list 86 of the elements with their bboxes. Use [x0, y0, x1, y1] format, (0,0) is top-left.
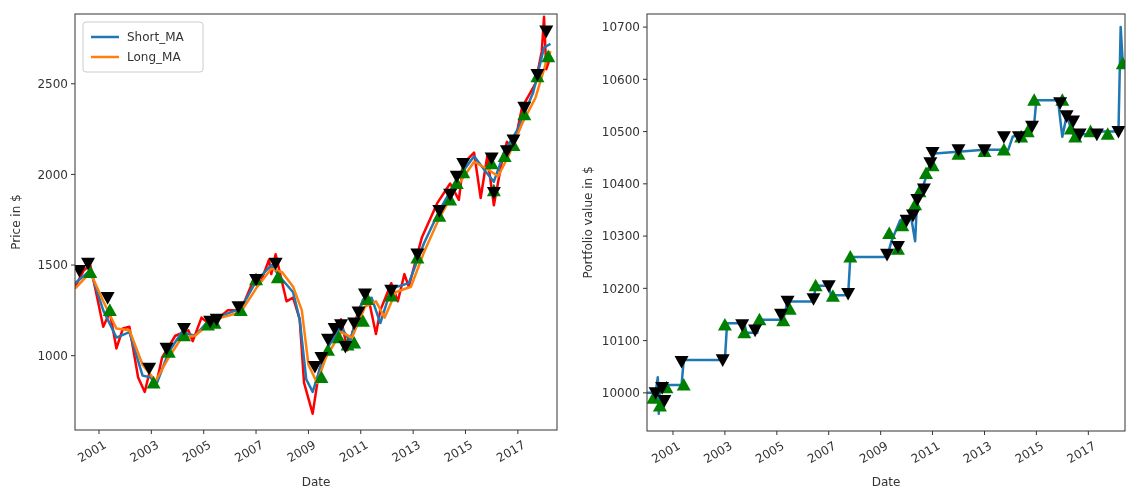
x-axis-title: Date — [871, 475, 901, 488]
point — [916, 183, 931, 197]
point — [735, 319, 750, 332]
point — [910, 193, 925, 207]
point — [517, 101, 532, 115]
point — [674, 355, 689, 369]
point — [1072, 128, 1087, 142]
point — [102, 303, 117, 316]
point — [748, 324, 763, 338]
point — [655, 382, 670, 395]
point — [808, 278, 823, 292]
point — [357, 288, 372, 302]
point — [443, 188, 458, 202]
point — [806, 293, 821, 306]
point — [334, 319, 349, 332]
point — [307, 360, 322, 374]
point — [268, 257, 283, 271]
point — [499, 145, 514, 158]
point — [539, 25, 554, 39]
point — [780, 295, 795, 309]
point — [996, 131, 1011, 144]
point — [996, 142, 1011, 156]
point — [717, 317, 732, 331]
point — [347, 317, 362, 331]
point — [906, 209, 921, 223]
point — [825, 289, 840, 302]
point — [321, 333, 336, 347]
y-tick-label: 10100 — [601, 333, 640, 348]
point — [676, 378, 691, 391]
point — [880, 248, 895, 262]
point — [177, 322, 192, 336]
point — [1027, 93, 1042, 106]
y-tick-label: 10300 — [601, 229, 640, 244]
y-tick-label: 10400 — [601, 177, 640, 192]
point — [432, 205, 447, 218]
y-tick-label: 10000 — [601, 386, 640, 401]
y-tick-label: 1000 — [37, 348, 68, 363]
point — [1100, 127, 1115, 140]
point — [541, 49, 556, 63]
y-tick-label: 10500 — [601, 124, 640, 139]
y-tick-label: 2500 — [37, 76, 68, 91]
point — [821, 280, 836, 293]
x-axis-title: Date — [301, 475, 331, 488]
point — [456, 157, 471, 171]
y-tick-label: 1500 — [37, 258, 68, 273]
point — [81, 257, 96, 271]
point — [142, 362, 157, 376]
point — [314, 351, 329, 365]
point — [384, 284, 399, 298]
point — [657, 395, 672, 408]
point — [841, 287, 856, 301]
point — [652, 398, 667, 412]
point — [925, 146, 940, 160]
legend-label: Long_MA — [127, 50, 182, 65]
point — [449, 170, 464, 184]
y-tick-label: 10600 — [601, 72, 640, 87]
point — [1053, 97, 1068, 110]
point — [1089, 128, 1104, 142]
point — [270, 270, 285, 284]
y-tick-label: 10700 — [601, 20, 640, 35]
point — [314, 370, 329, 384]
point — [882, 226, 897, 240]
y-tick-label: 10200 — [601, 281, 640, 296]
point — [774, 308, 789, 322]
point — [100, 292, 115, 305]
point — [338, 341, 353, 354]
point — [752, 312, 767, 326]
point — [355, 314, 370, 327]
point — [484, 152, 499, 166]
point — [351, 306, 366, 320]
point — [1111, 125, 1125, 139]
point — [506, 134, 521, 147]
y-axis-title: Portfolio value in $ — [581, 166, 595, 279]
point — [895, 218, 910, 232]
point — [146, 375, 161, 389]
y-tick-label: 2000 — [37, 167, 68, 182]
point — [1066, 115, 1081, 129]
point — [919, 166, 934, 179]
point — [83, 265, 98, 278]
point — [1059, 110, 1074, 123]
point — [715, 354, 730, 367]
point — [843, 249, 858, 263]
line-series — [647, 25, 1125, 416]
y-axis-title: Price in $ — [9, 194, 23, 250]
point — [1025, 120, 1040, 134]
legend-label: Short_MA — [127, 30, 185, 45]
